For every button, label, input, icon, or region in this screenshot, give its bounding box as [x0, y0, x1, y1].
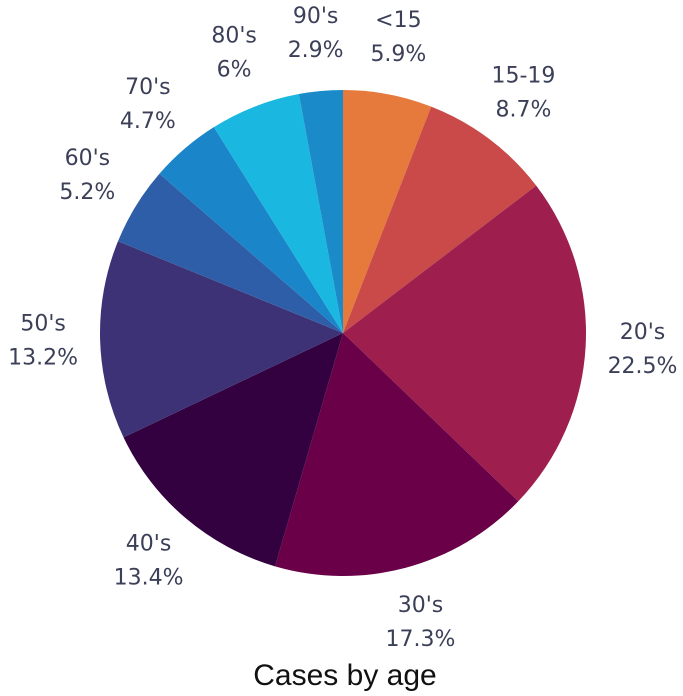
pie-slice [343, 90, 432, 333]
slice-value-label: 4.7% [120, 109, 176, 134]
slice-category-label: 70's [125, 75, 171, 100]
slice-category-label: 90's [293, 4, 339, 29]
pie-slice [123, 333, 343, 567]
chart-title: Cases by age [253, 659, 436, 692]
slice-category-label: 60's [65, 146, 111, 171]
slice-value-label: 6% [217, 57, 252, 82]
slice-value-label: 8.7% [495, 97, 551, 122]
slice-value-label: 2.9% [288, 38, 344, 63]
pie-slice [117, 173, 344, 333]
slice-category-label: 15-19 [491, 63, 555, 88]
pie-slice [99, 241, 343, 438]
slice-value-label: 5.9% [370, 42, 426, 67]
slice-category-label: 80's [211, 23, 257, 48]
slice-value-label: 22.5% [608, 354, 678, 379]
pie-slice [343, 106, 537, 334]
pie-slice [213, 94, 343, 333]
pie-slice [159, 127, 343, 333]
slice-category-label: 40's [126, 531, 172, 556]
slice-value-label: 17.3% [386, 627, 456, 652]
slice-value-label: 13.4% [114, 565, 184, 590]
pie-slice [343, 185, 586, 502]
slice-category-label: 30's [398, 593, 444, 618]
slice-category-label: 20's [620, 320, 666, 345]
slice-value-label: 5.2% [59, 180, 115, 205]
slice-category-label: 50's [20, 311, 66, 336]
pie-slice [298, 90, 343, 333]
slice-category-label: <15 [375, 8, 421, 33]
slice-value-label: 13.2% [8, 345, 78, 370]
pie-slice [275, 333, 519, 576]
